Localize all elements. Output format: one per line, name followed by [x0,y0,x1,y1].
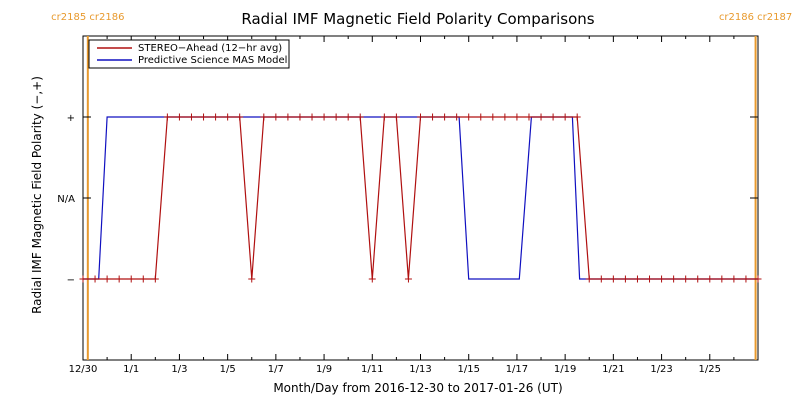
x-tick-label: 1/25 [699,364,721,375]
legend-box [88,39,290,69]
data-point-stereo [658,275,666,283]
data-point-stereo [633,275,641,283]
data-point-stereo [284,113,292,121]
x-tick-label: 1/21 [602,364,624,375]
data-point-stereo [694,275,702,283]
data-point-stereo [404,275,412,283]
data-point-stereo [489,113,497,121]
data-point-stereo [597,275,605,283]
data-point-stereo [718,275,726,283]
x-tick-label: 12/30 [69,364,98,375]
data-point-stereo [441,113,449,121]
data-point-stereo [742,275,750,283]
series-line-mas [83,116,758,280]
carrington-label: cr2186 cr2187 [719,12,792,23]
carrington-label: cr2185 cr2186 [51,12,124,23]
y-axis-label: Radial IMF Magnetic Field Polarity (−,+) [30,76,44,314]
data-point-stereo [429,113,437,121]
data-point-stereo [175,113,183,121]
data-point-stereo [621,275,629,283]
x-tick-label: 1/1 [123,364,139,375]
data-point-stereo [537,113,545,121]
data-point-stereo [501,113,509,121]
data-point-stereo [392,113,400,121]
data-point-stereo [525,113,533,121]
data-point-stereo [308,113,316,121]
plot-frame [82,35,759,361]
x-axis-label: Month/Day from 2016-12-30 to 2017-01-26 … [273,381,562,395]
x-tick-label: 1/7 [268,364,284,375]
data-point-stereo [380,113,388,121]
data-point-stereo [670,275,678,283]
data-point-stereo [573,113,581,121]
x-tick-label: 1/13 [409,364,431,375]
data-point-stereo [344,113,352,121]
data-point-stereo [127,275,135,283]
data-point-stereo [332,113,340,121]
data-point-stereo [561,113,569,121]
data-point-stereo [236,113,244,121]
data-point-stereo [453,113,461,121]
data-point-stereo [79,275,87,283]
x-tick-label: 1/5 [220,364,236,375]
data-point-stereo [465,113,473,121]
data-point-stereo [320,113,328,121]
series-line-stereo [83,116,758,280]
legend-label-mas: Predictive Science MAS Model [138,55,287,66]
data-point-stereo [754,275,762,283]
data-point-stereo [200,113,208,121]
data-point-stereo [260,113,268,121]
data-point-stereo [477,113,485,121]
data-point-stereo [356,113,364,121]
data-point-stereo [296,113,304,121]
legend-label-stereo: STEREO−Ahead (12−hr avg) [138,43,282,54]
data-point-stereo [368,275,376,283]
data-point-stereo [163,113,171,121]
chart-title: Radial IMF Magnetic Field Polarity Compa… [241,10,594,28]
data-point-stereo [103,275,111,283]
x-tick-label: 1/9 [316,364,332,375]
data-point-stereo [682,275,690,283]
y-tick-label: + [67,113,75,124]
legend: STEREO−Ahead (12−hr avg) Predictive Scie… [88,39,290,69]
data-point-stereo [139,275,147,283]
data-point-stereo [248,275,256,283]
data-point-stereo [151,275,159,283]
y-tick-label: − [67,275,75,286]
data-point-stereo [706,275,714,283]
data-point-stereo [272,113,280,121]
x-tick-label: 1/23 [650,364,672,375]
x-tick-label: 1/11 [361,364,383,375]
data-point-stereo [115,275,123,283]
data-point-stereo [91,275,99,283]
data-point-stereo [417,113,424,121]
data-point-stereo [212,113,220,121]
series-layer [79,113,762,283]
data-point-stereo [513,113,521,121]
x-tick-label: 1/19 [554,364,576,375]
data-point-stereo [609,275,617,283]
data-point-stereo [730,275,738,283]
x-tick-label: 1/3 [171,364,187,375]
x-tick-label: 1/17 [506,364,528,375]
y-tick-label: N/A [57,194,75,205]
data-point-stereo [646,275,654,283]
data-point-stereo [585,275,593,283]
axis-ticks: 12/30 1/1 1/3 1/5 1/7 1/9 1/11 1/13 1/15 1/17 1/19… [57,36,759,375]
x-tick-label: 1/15 [457,364,479,375]
data-point-stereo [187,113,195,121]
data-point-stereo [549,113,557,121]
data-point-stereo [224,113,232,121]
